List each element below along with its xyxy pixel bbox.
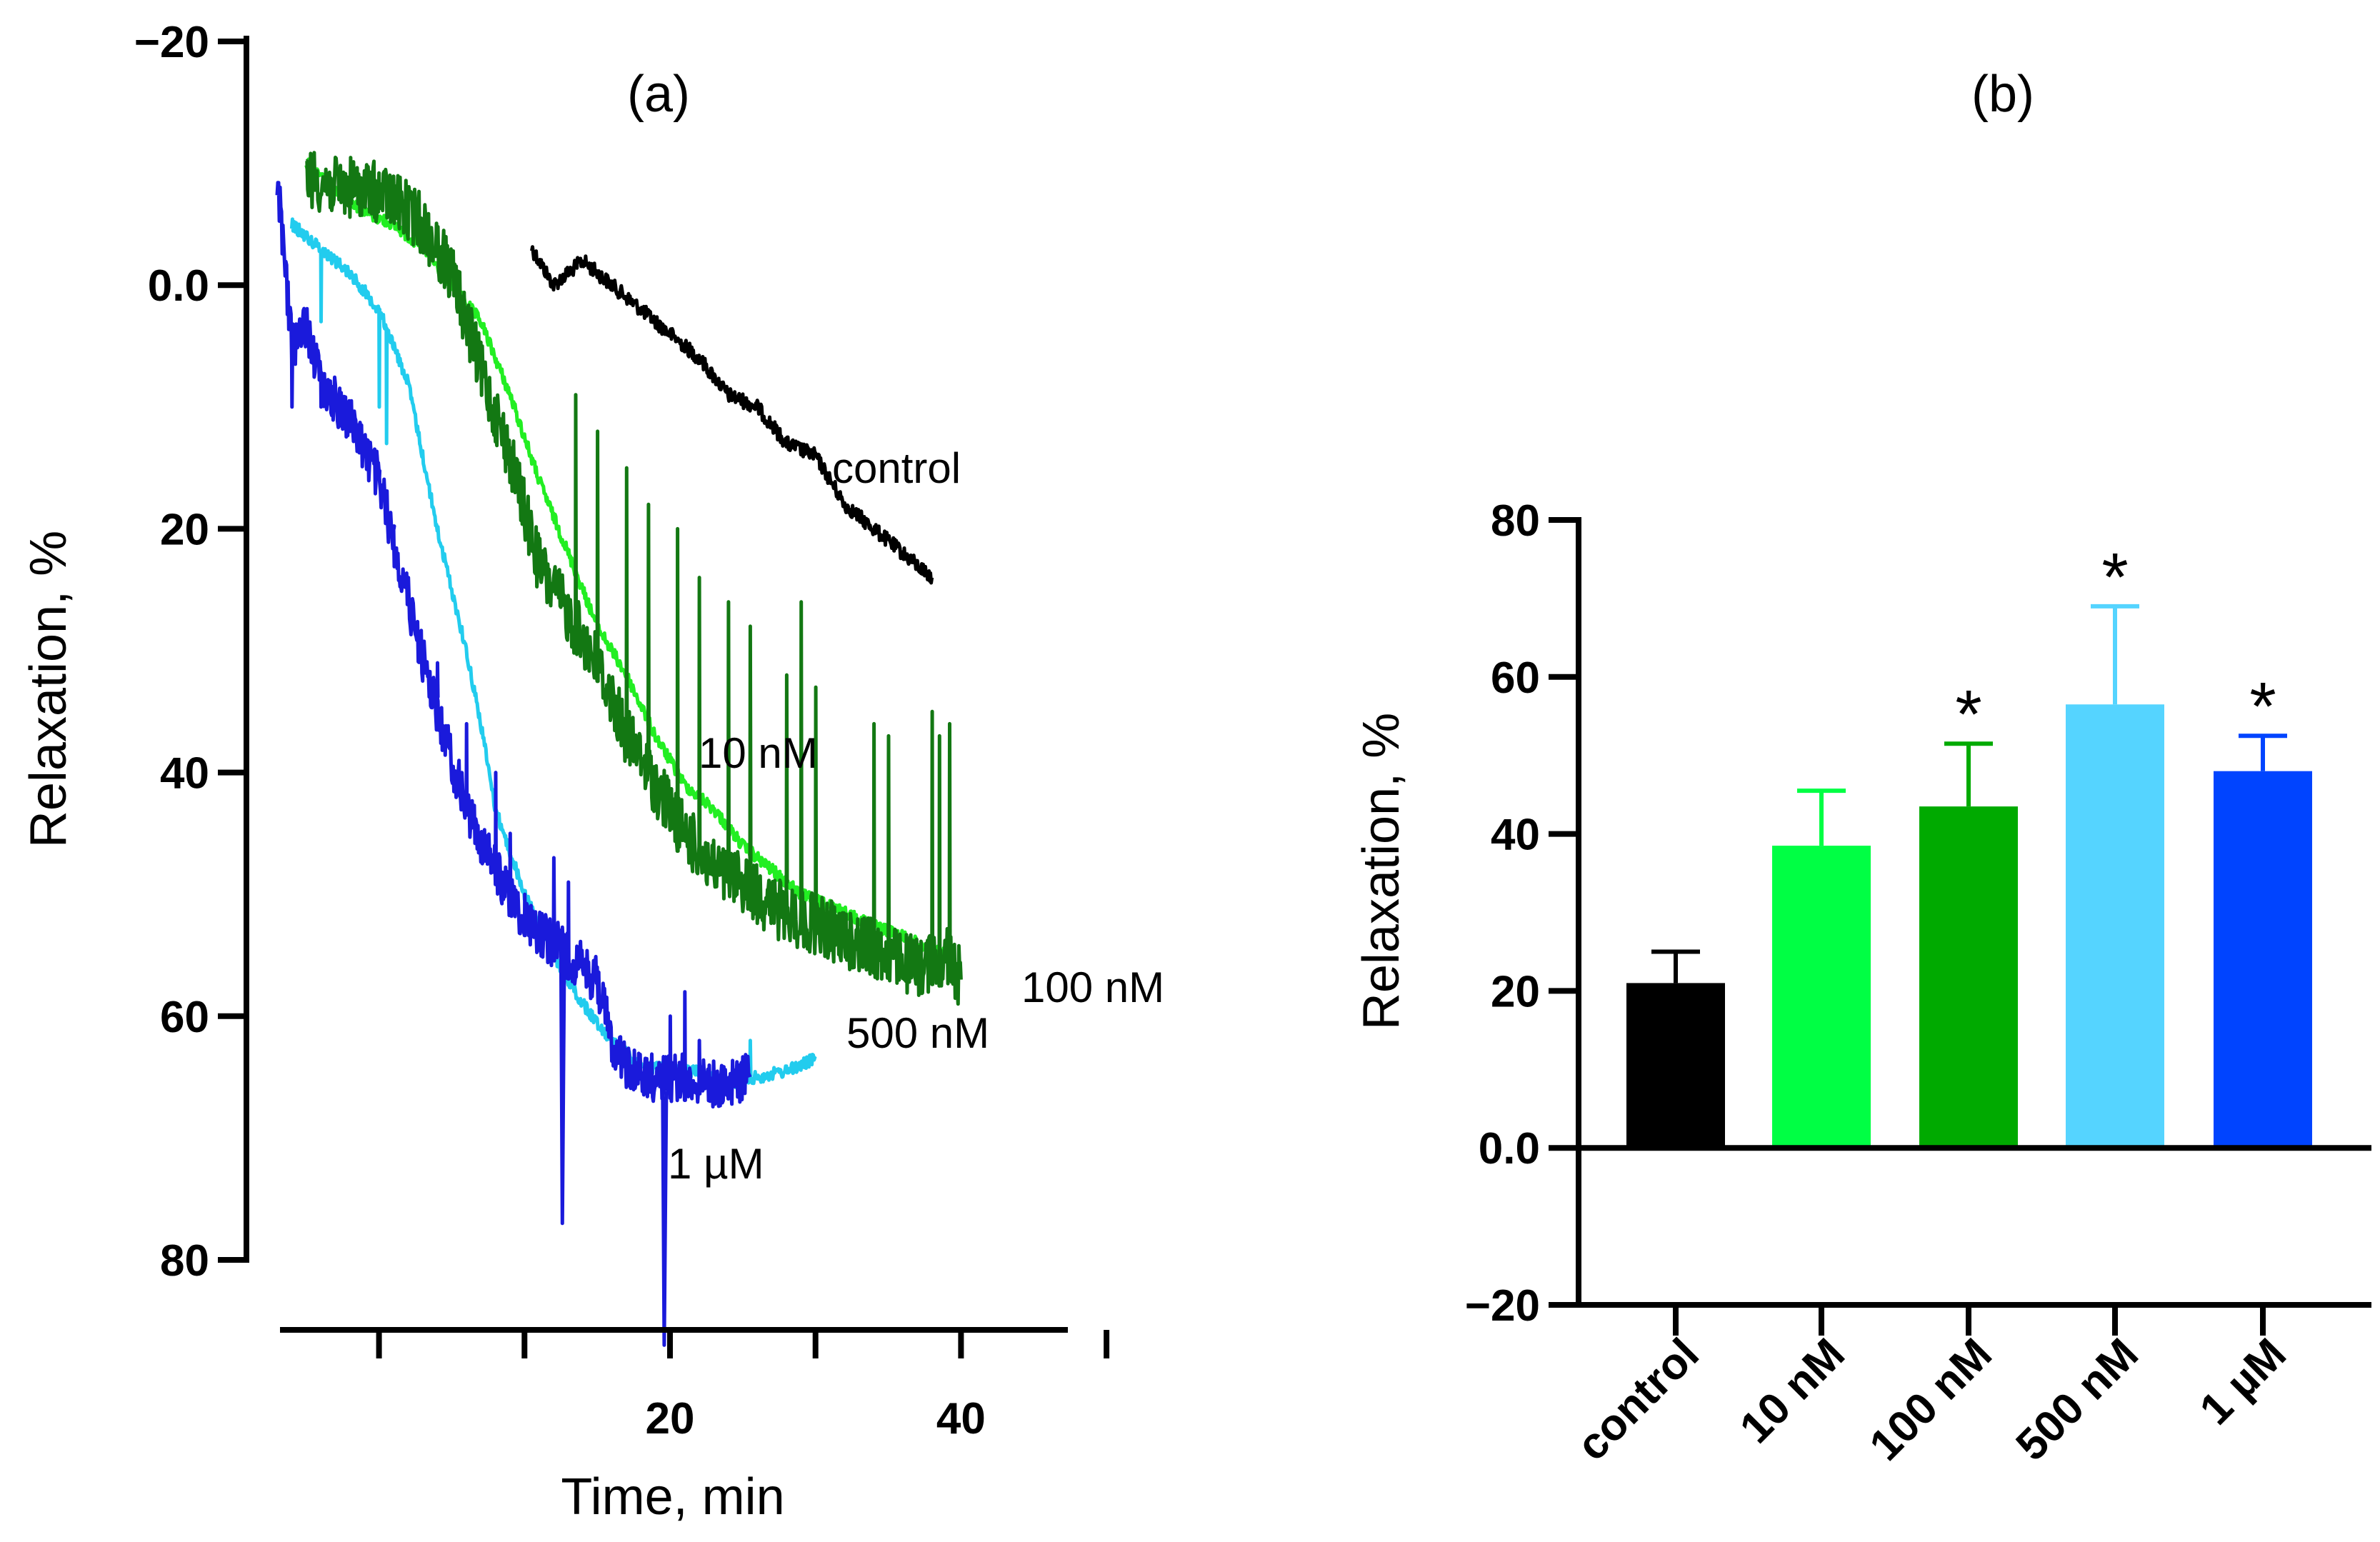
bar-500-nm — [2066, 704, 2164, 1148]
panel-a-y-tick-label: 20 — [160, 505, 209, 554]
curve-label-1um: 1 µM — [668, 1140, 764, 1188]
panel-a-y-tick-label: −20 — [134, 18, 209, 67]
panel-b-y-tick-label: 80 — [1491, 496, 1540, 546]
trace-control — [530, 245, 934, 585]
panel-a-x-tick-label: 20 — [646, 1394, 695, 1443]
panel-b-category-label-control: control — [1568, 1329, 1709, 1470]
panel-b-label: (b) — [1971, 66, 2034, 123]
panel-a-x-tick-label: 40 — [936, 1394, 986, 1443]
panel-b-y-tick-label: −20 — [1465, 1281, 1540, 1331]
panel-a-traces — [275, 151, 963, 1347]
panel-b-bars: * * * — [1626, 539, 2312, 1148]
panel-b-category-label-100-nm: 100 nM — [1860, 1329, 2001, 1470]
panel-b-category-label-10-nm: 10 nM — [1731, 1329, 1854, 1453]
panel-a: (a) −20 0.0 20 40 60 80 20 40 Relaxation, % Tim… — [20, 18, 1164, 1526]
panel-b-category-label-1-m: 1 µM — [2191, 1329, 2296, 1434]
panel-a-y-tick-label: 40 — [160, 749, 209, 798]
bar-1-m — [2214, 771, 2312, 1148]
panel-b-y-tick-label: 60 — [1491, 654, 1540, 703]
bar-10-nm — [1772, 846, 1871, 1148]
panel-b-category-label-500-nm: 500 nM — [2006, 1329, 2147, 1470]
trace-1-m — [275, 181, 752, 1347]
trace-100-nm — [305, 151, 963, 1006]
panel-b: (b) * * * −20 0.0 20 40 60 80 control 10 nM 100 nM… — [1353, 66, 2371, 1471]
bar-100-nm — [1919, 806, 2018, 1148]
panel-a-y-tick-label: 60 — [160, 993, 209, 1042]
curve-label-control: control — [832, 444, 961, 492]
curve-label-100nm: 100 nM — [1021, 963, 1164, 1011]
curve-label-500nm: 500 nM — [846, 1009, 989, 1057]
panel-a-y-axis-title: Relaxation, % — [20, 531, 77, 848]
panel-a-axes: −20 0.0 20 40 60 80 20 40 — [134, 18, 1110, 1443]
significance-star-500-nm: * — [2101, 539, 2128, 616]
panel-b-y-tick-label: 0.0 — [1479, 1124, 1540, 1173]
panel-b-y-axis-title: Relaxation, % — [1353, 713, 1410, 1030]
panel-a-x-axis-title: Time, min — [561, 1468, 784, 1526]
bar-control — [1626, 983, 1725, 1148]
panel-a-y-tick-label: 80 — [160, 1236, 209, 1286]
panel-b-y-tick-label: 40 — [1491, 811, 1540, 860]
panel-a-label: (a) — [627, 66, 690, 123]
panel-a-y-tick-label: 0.0 — [148, 261, 209, 311]
significance-star-1-m: * — [2249, 669, 2276, 745]
significance-star-100-nm: * — [1955, 676, 1981, 753]
panel-b-y-tick-label: 20 — [1491, 967, 1540, 1016]
curve-label-10nm: 10 nM — [699, 729, 818, 777]
